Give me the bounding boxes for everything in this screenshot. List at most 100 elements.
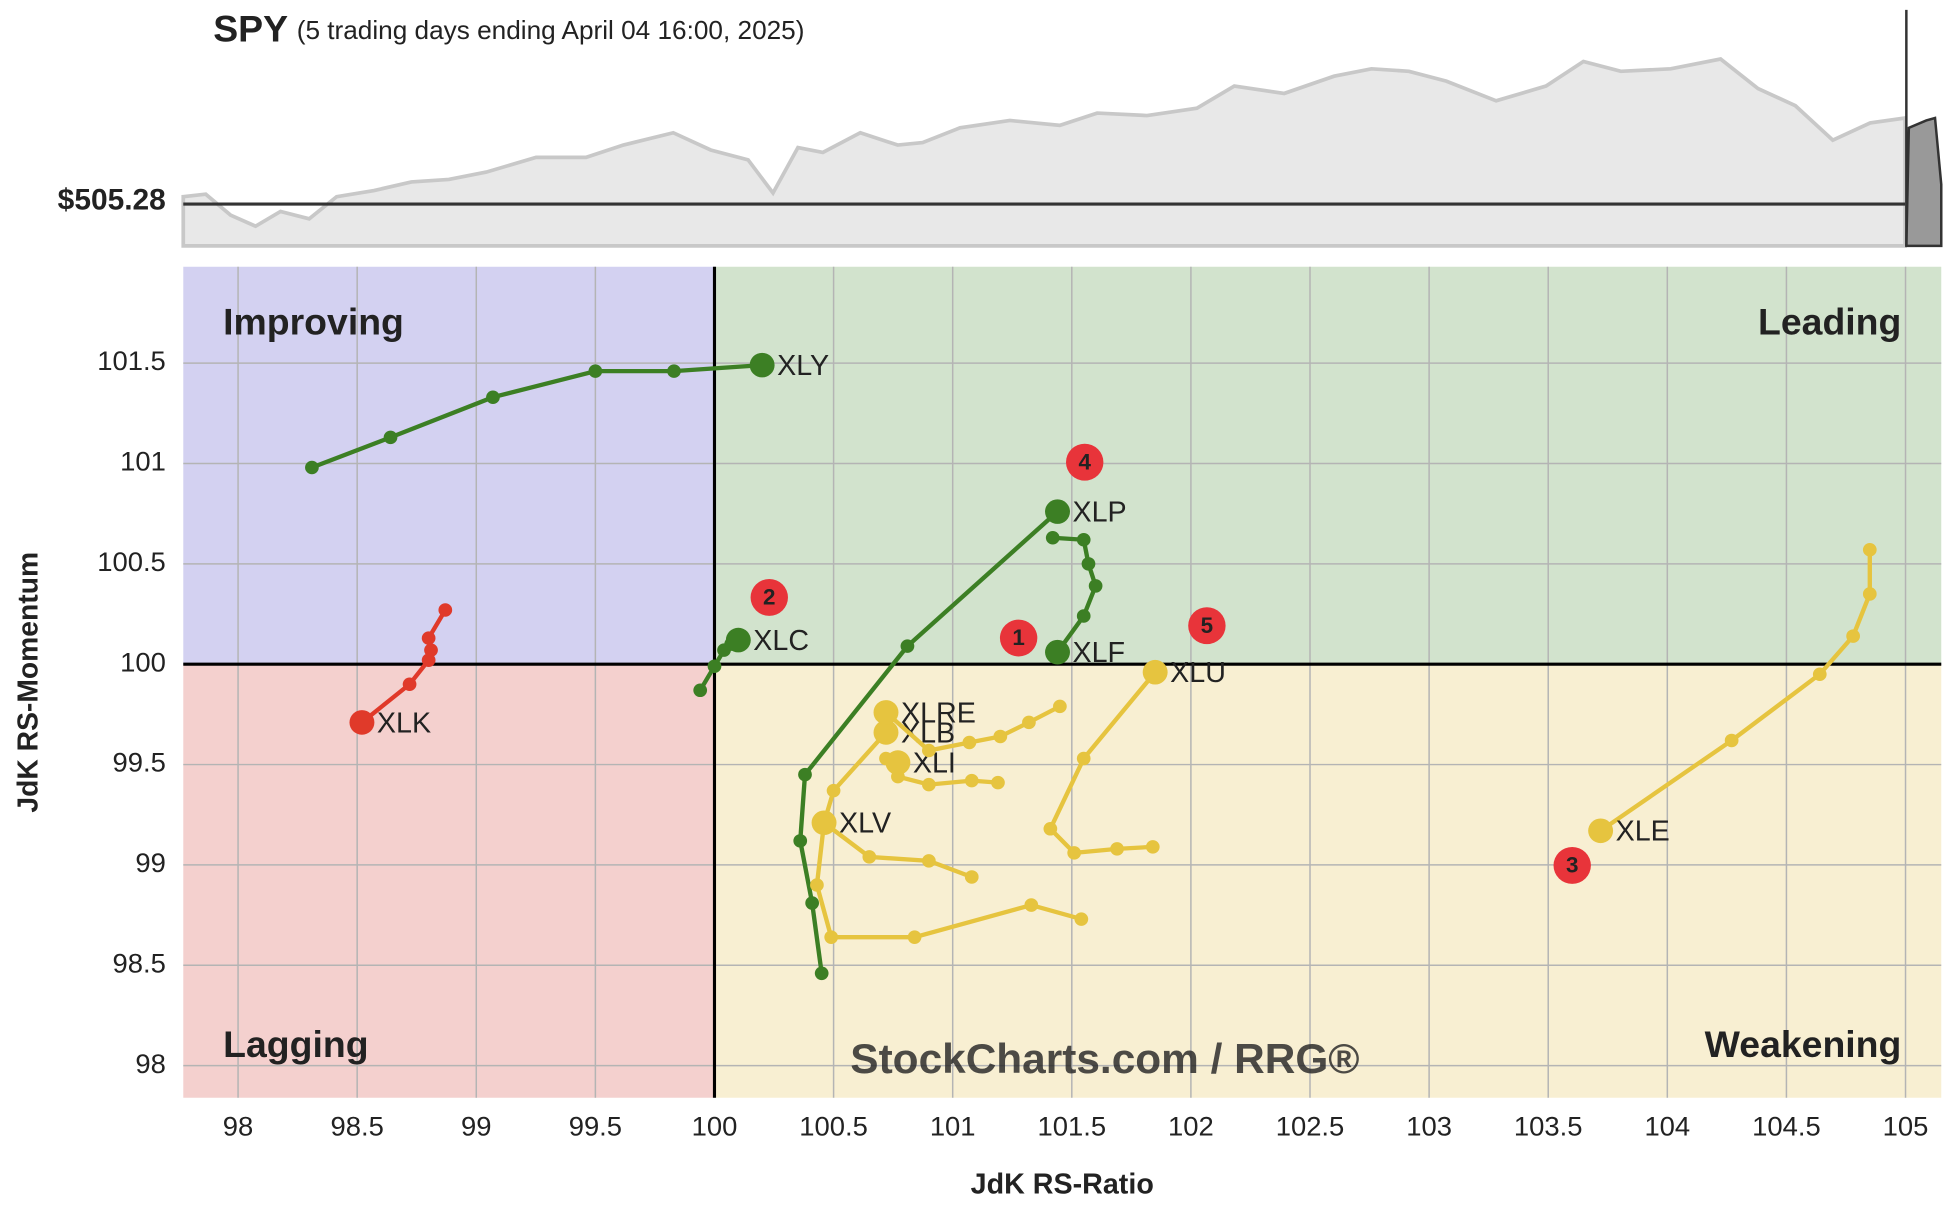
tail-point <box>1043 822 1058 836</box>
y-tick-label: 98.5 <box>112 948 165 979</box>
annotation-badge <box>750 578 788 616</box>
tail-point <box>805 896 820 910</box>
tail-point <box>991 775 1005 790</box>
tail-point <box>824 930 839 944</box>
series-label: XLK <box>377 708 431 740</box>
tail-point <box>922 777 936 792</box>
tail-point <box>817 816 831 830</box>
x-tick-label: 104.5 <box>1752 1111 1821 1142</box>
annotation-badge <box>999 619 1038 657</box>
x-tick-label: 105 <box>1883 1111 1929 1142</box>
tail-point <box>1724 733 1739 748</box>
annotation-badge <box>1066 443 1104 481</box>
head-point <box>1045 639 1070 665</box>
x-tick-label: 101.5 <box>1037 1111 1106 1142</box>
chart-subtitle: (5 trading days ending April 04 16:00, 2… <box>297 15 805 45</box>
y-tick-label: 99.5 <box>112 747 165 778</box>
tail-point <box>798 767 812 782</box>
series-label: XLU <box>1170 657 1226 689</box>
tail-point <box>964 870 979 884</box>
tail-point <box>1862 587 1877 601</box>
y-axis-label: JdK RS-Momentum <box>12 552 44 813</box>
tail-point <box>907 930 922 944</box>
tail-point <box>1053 699 1067 714</box>
head-point <box>1142 659 1168 685</box>
tail-point <box>486 390 500 404</box>
annotation-label: 1 <box>1012 625 1024 650</box>
head-point <box>873 720 899 745</box>
tail-line <box>311 362 763 470</box>
tail-point <box>1024 898 1039 912</box>
quadrant-lagging <box>183 664 715 1098</box>
tail-point <box>421 653 436 667</box>
annotation-label: 5 <box>1201 613 1213 638</box>
tail-point <box>1067 846 1082 860</box>
tail-point <box>993 729 1008 744</box>
x-tick-label: 102 <box>1168 1111 1214 1142</box>
tail-line <box>1599 549 1872 833</box>
head-point <box>349 710 375 735</box>
tail-point <box>305 460 319 475</box>
series-label: XLY <box>777 350 829 382</box>
quadrant-label: Weakening <box>1705 1023 1902 1065</box>
tail-point <box>438 603 453 617</box>
tail-point <box>1074 912 1089 926</box>
tail-point <box>1045 530 1060 545</box>
annotation-badge <box>1553 846 1591 884</box>
tail-point <box>1145 840 1160 854</box>
annotation-badge <box>1188 607 1226 645</box>
tail-point <box>810 878 824 892</box>
tail-point <box>1812 667 1827 681</box>
quadrant-label: Improving <box>223 301 404 343</box>
head-point <box>1588 818 1614 844</box>
series-label: XLV <box>839 808 891 840</box>
tail-point <box>862 850 877 864</box>
tail-point <box>1081 557 1096 571</box>
tail-point <box>900 639 915 653</box>
annotation-label: 2 <box>763 585 775 610</box>
tail-point <box>693 683 708 698</box>
tail-point <box>814 966 829 981</box>
x-tick-label: 100.5 <box>799 1111 868 1142</box>
tail-point <box>402 677 417 692</box>
tail-point <box>1088 579 1103 593</box>
tail-point <box>707 659 722 673</box>
plot-area: 98 98.5 99 99.5 100 100.5 101 101.5 102 102.5 103 1… <box>97 266 1942 1142</box>
x-tick-label: 98 <box>223 1111 253 1142</box>
tail-point <box>667 364 681 378</box>
chart-title: SPY <box>213 8 288 50</box>
tail-point <box>922 854 936 868</box>
y-tick-label: 100 <box>120 647 166 678</box>
y-tick-label: 101 <box>120 446 166 477</box>
x-tick-label: 100 <box>692 1111 738 1142</box>
head-point <box>1045 499 1070 524</box>
tail-point <box>1076 532 1091 547</box>
series-label: XLP <box>1072 497 1126 529</box>
quadrant-label: Lagging <box>223 1023 368 1065</box>
tail-point <box>1022 715 1036 730</box>
quadrant-label: Leading <box>1758 301 1901 343</box>
y-tick-label: 99 <box>135 847 165 878</box>
head-point <box>885 750 911 775</box>
head-point <box>725 627 751 653</box>
y-tick-label: 100.5 <box>97 546 166 577</box>
x-tick-label: 103 <box>1406 1111 1452 1142</box>
series-label: XLRE <box>901 697 976 729</box>
quadrant-leading <box>714 266 1942 665</box>
tail-point <box>793 834 808 848</box>
tail-line <box>821 731 973 879</box>
x-tick-label: 102.5 <box>1276 1111 1345 1142</box>
tail-point <box>383 430 398 445</box>
series-label: XLC <box>753 625 809 657</box>
tail-line <box>798 510 1059 974</box>
x-tick-label: 98.5 <box>330 1111 383 1142</box>
annotation-label: 4 <box>1078 449 1091 474</box>
tail-point <box>964 773 979 788</box>
tail-point <box>1076 751 1091 766</box>
series-label: XLF <box>1072 637 1125 669</box>
tail-line <box>814 822 1082 940</box>
x-axis-label: JdK RS-Ratio <box>971 1169 1154 1201</box>
tail-point <box>826 783 841 798</box>
head-point <box>749 352 775 378</box>
